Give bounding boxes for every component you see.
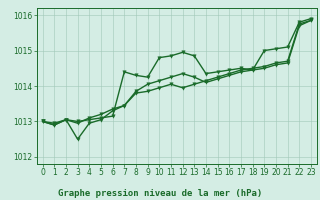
Text: Graphe pression niveau de la mer (hPa): Graphe pression niveau de la mer (hPa) <box>58 189 262 198</box>
